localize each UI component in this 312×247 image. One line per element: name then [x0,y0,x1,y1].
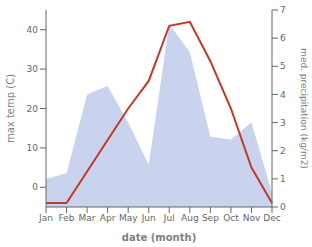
svg-text:1: 1 [280,174,286,184]
svg-text:Sep: Sep [202,213,219,223]
svg-text:20: 20 [27,104,39,114]
svg-text:3: 3 [280,118,286,128]
svg-text:2: 2 [280,146,286,156]
svg-text:10: 10 [27,143,39,153]
svg-text:max temp (C): max temp (C) [8,74,16,143]
svg-text:7: 7 [280,5,286,15]
svg-text:Jun: Jun [141,213,156,223]
svg-text:6: 6 [280,33,286,43]
svg-text:Mar: Mar [79,213,96,223]
svg-text:Feb: Feb [59,213,75,223]
svg-text:Apr: Apr [100,213,116,223]
svg-text:med. precipitation (kg/m2): med. precipitation (kg/m2) [299,48,304,169]
svg-text:40: 40 [27,25,39,35]
svg-text:Aug: Aug [181,213,199,223]
svg-text:date (month): date (month) [122,232,196,243]
svg-text:Jan: Jan [38,213,53,223]
svg-text:0: 0 [32,182,38,192]
svg-text:Dec: Dec [263,213,280,223]
svg-text:0: 0 [280,202,286,212]
svg-text:30: 30 [27,64,39,74]
svg-text:Oct: Oct [223,213,239,223]
svg-text:Jul: Jul [163,213,175,223]
svg-text:Nov: Nov [243,213,261,223]
svg-text:5: 5 [280,61,286,71]
svg-text:4: 4 [280,90,286,100]
svg-text:May: May [119,213,138,223]
